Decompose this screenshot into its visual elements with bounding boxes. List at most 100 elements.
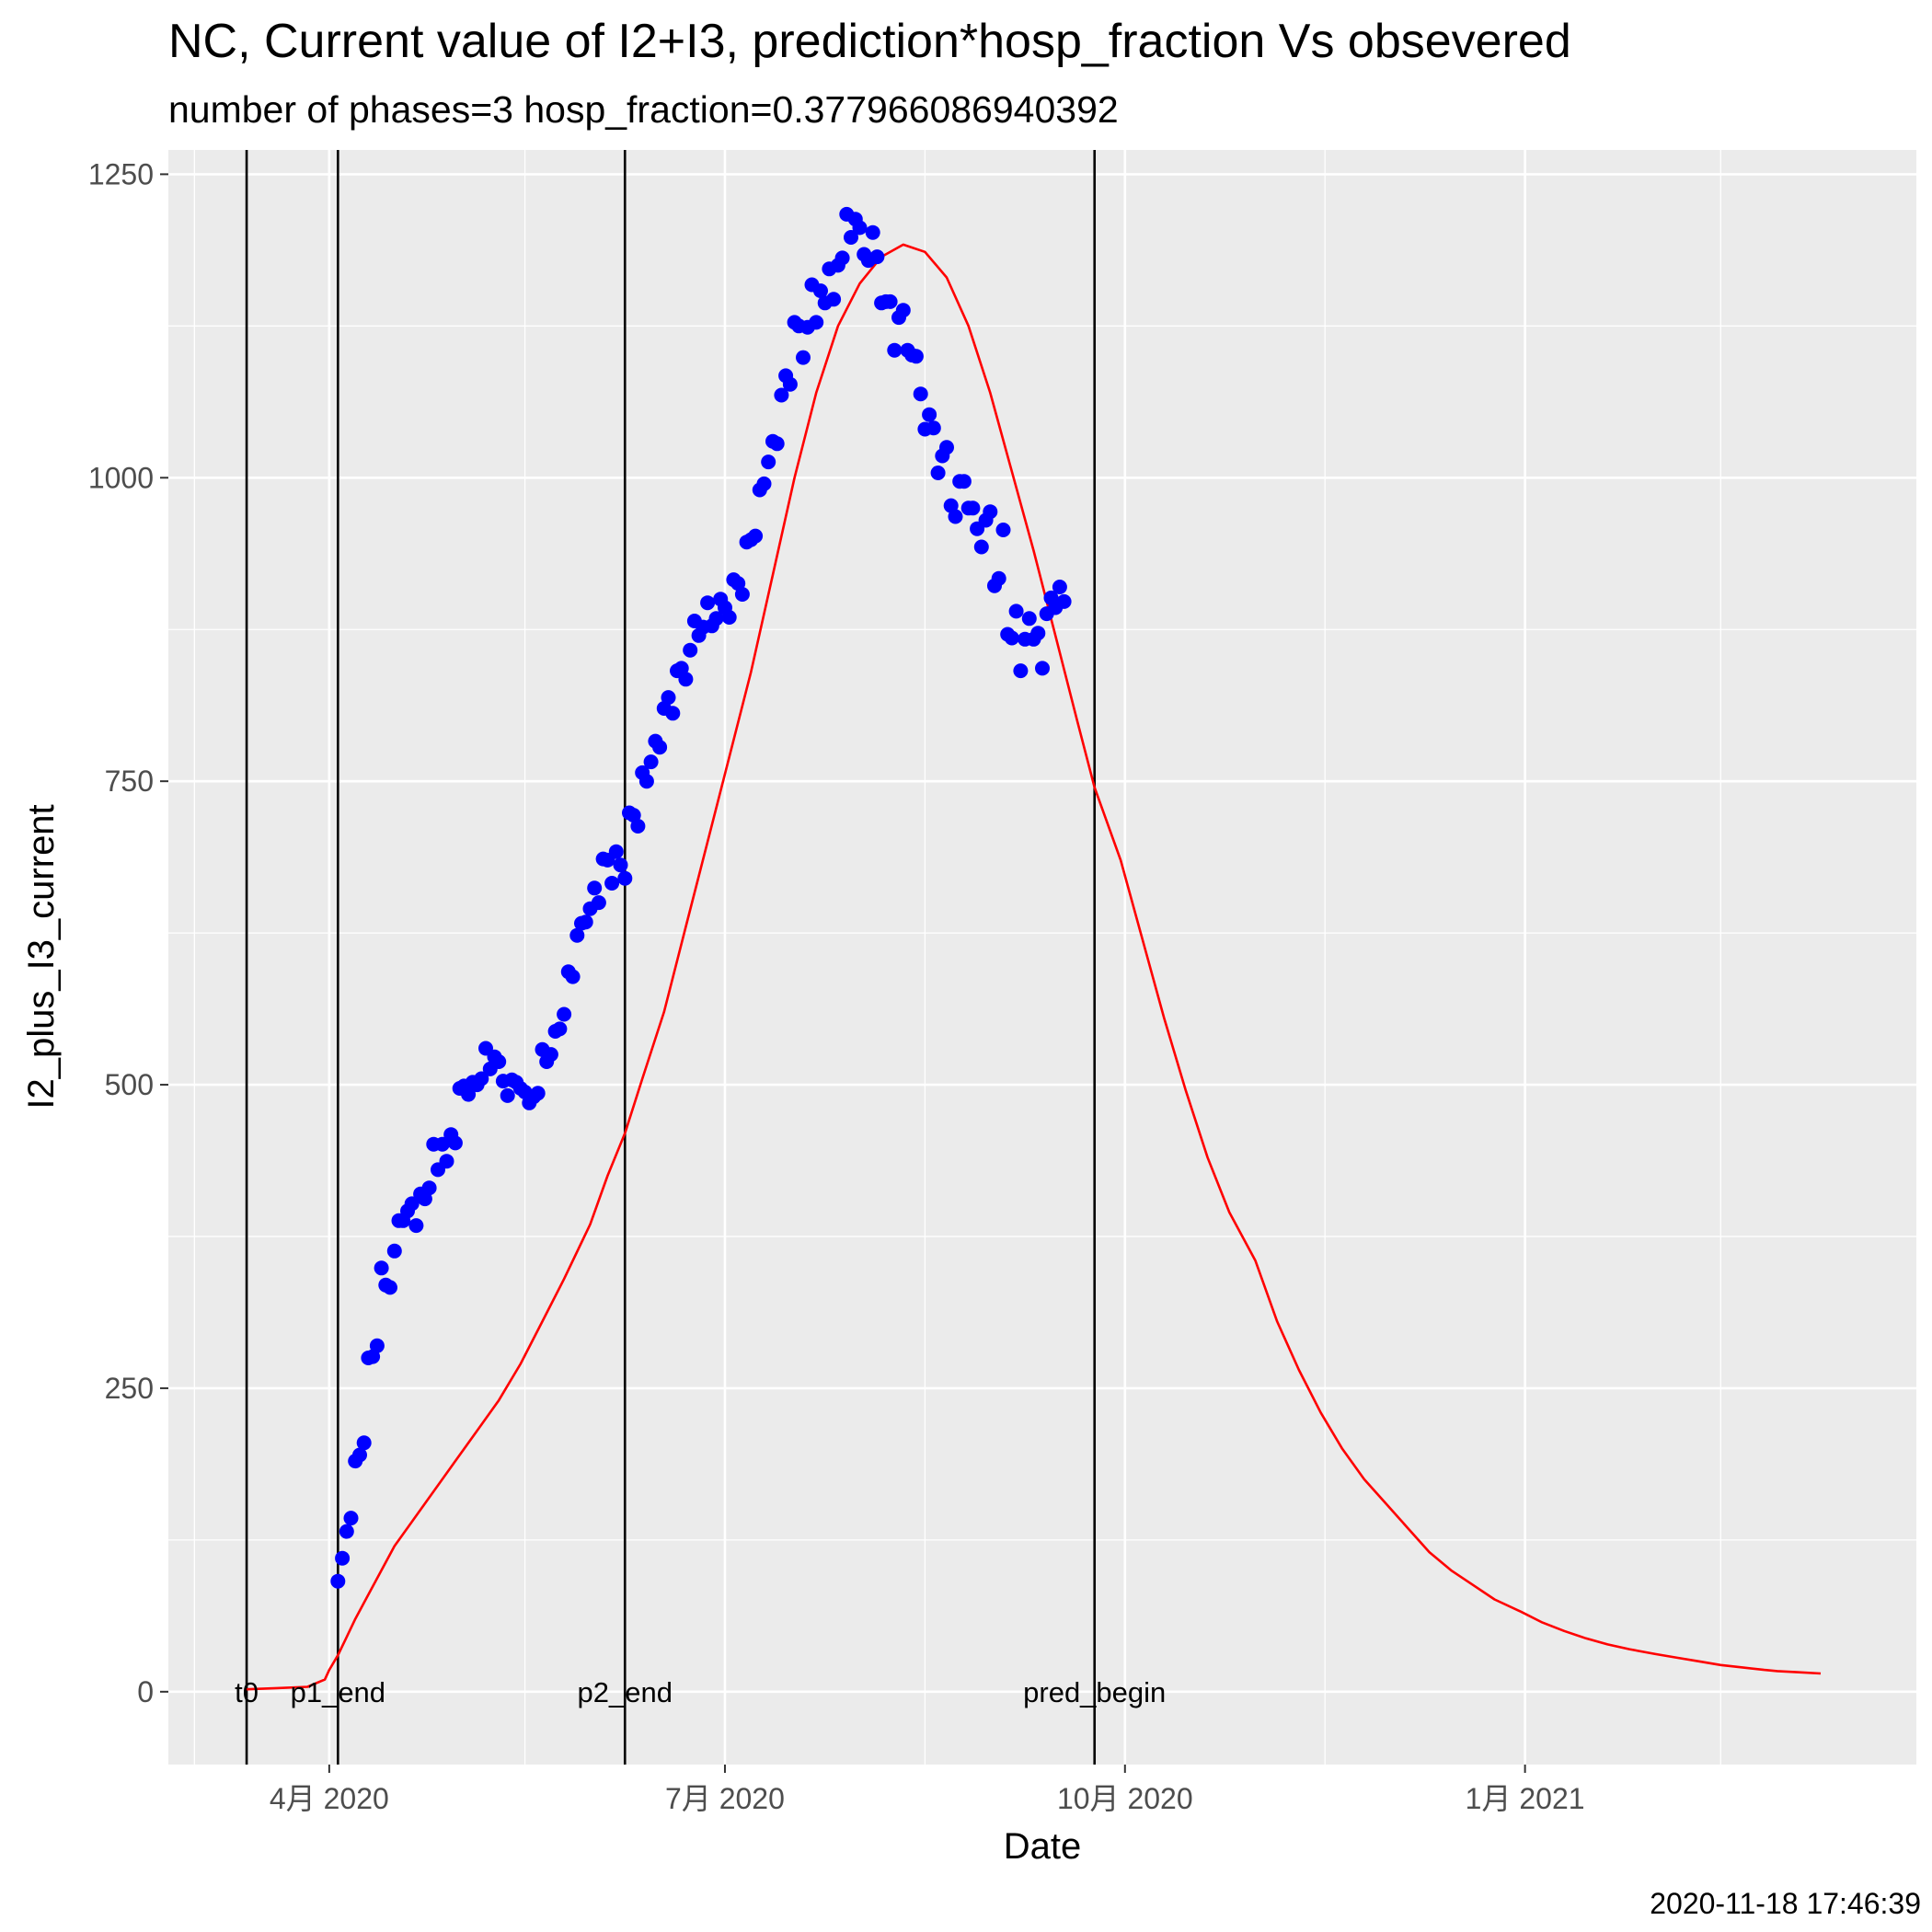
y-tick-label: 750: [105, 765, 154, 798]
observed-point: [491, 1054, 507, 1069]
observed-point: [408, 1218, 424, 1234]
observed-point: [386, 1243, 402, 1259]
prediction-series: [247, 243, 1822, 1691]
observed-point: [652, 740, 668, 755]
observed-point: [587, 880, 603, 896]
observed-point: [813, 283, 828, 299]
chart-title: NC, Current value of I2+I3, prediction*h…: [168, 15, 1571, 68]
vertical-markers: [245, 150, 1097, 1765]
observed-point: [421, 1180, 437, 1196]
observed-point: [869, 249, 885, 265]
x-tick-label: 10月 2020: [1057, 1782, 1193, 1815]
plot-panel: [168, 150, 1916, 1765]
y-tick-label: 0: [137, 1675, 154, 1708]
observed-point: [339, 1524, 354, 1539]
y-tick-label: 250: [105, 1372, 154, 1405]
observed-point: [700, 595, 716, 611]
observed-point: [913, 386, 928, 402]
observed-point: [782, 376, 798, 392]
y-tick-label: 1250: [88, 157, 154, 190]
observed-point: [1052, 580, 1067, 594]
observed-point: [882, 293, 898, 309]
observed-point: [965, 500, 981, 516]
vline-labels: t0 p1_end p2_end pred_begin: [235, 1676, 1166, 1708]
observed-point: [1013, 663, 1029, 679]
caption-timestamp: 2020-11-18 17:46:39: [1650, 1887, 1921, 1920]
observed-point: [404, 1196, 420, 1212]
observed-point: [638, 774, 654, 789]
observed-point: [369, 1338, 385, 1353]
chart-subtitle: number of phases=3 hosp_fraction=0.37796…: [168, 88, 1119, 131]
observed-point: [1004, 630, 1019, 646]
observed-point: [774, 387, 789, 403]
observed-point: [665, 706, 681, 721]
x-axis: 4月 2020 7月 2020 10月 2020 1月 2021: [270, 1765, 1585, 1815]
observed-point: [447, 1135, 463, 1151]
observed-point: [604, 876, 620, 891]
x-tick-label: 4月 2020: [270, 1782, 389, 1815]
y-tick-label: 500: [105, 1068, 154, 1101]
observed-point: [887, 342, 903, 358]
observed-point: [769, 436, 785, 452]
observed-point: [761, 454, 776, 470]
grid-lines: [168, 150, 1916, 1765]
x-axis-title: Date: [1004, 1826, 1082, 1867]
observed-point: [434, 1136, 450, 1152]
observed-point: [748, 528, 764, 544]
observed-point: [895, 303, 911, 318]
observed-point: [608, 844, 624, 859]
observed-point: [734, 587, 750, 602]
observed-point: [908, 349, 924, 364]
y-axis-title: I2_plus_I3_current: [21, 804, 62, 1109]
x-tick-label: 1月 2021: [1466, 1782, 1585, 1815]
observed-point: [948, 509, 963, 524]
observed-point: [983, 504, 998, 520]
observed-point: [973, 539, 989, 555]
observed-point: [708, 611, 724, 627]
observed-point: [461, 1087, 477, 1102]
x-tick-label: 7月 2020: [665, 1782, 785, 1815]
observed-point: [356, 1435, 372, 1451]
observed-point: [630, 819, 646, 834]
observed-point: [956, 474, 972, 489]
observed-point: [474, 1071, 489, 1087]
vline-label-t0: t0: [235, 1676, 259, 1708]
observed-point: [643, 754, 659, 770]
observed-point: [557, 1006, 572, 1022]
observed-point: [439, 1154, 454, 1169]
observed-point: [926, 420, 941, 436]
observed-point: [530, 1086, 546, 1101]
observed-point: [796, 350, 811, 365]
observed-point: [1021, 611, 1037, 627]
observed-point: [335, 1550, 351, 1566]
observed-series: [330, 206, 1072, 1589]
observed-point: [1035, 661, 1050, 676]
observed-point: [922, 407, 937, 422]
observed-point: [844, 230, 858, 245]
observed-point: [383, 1280, 397, 1295]
observed-point: [352, 1447, 367, 1463]
observed-point: [552, 1021, 568, 1037]
observed-point: [543, 1047, 558, 1063]
observed-point: [578, 914, 593, 930]
observed-point: [756, 476, 772, 491]
prediction-line: [247, 243, 1822, 1691]
observed-point: [834, 250, 850, 266]
vline-label-pred_begin: pred_begin: [1023, 1676, 1166, 1708]
vline-label-p1_end: p1_end: [291, 1676, 385, 1708]
observed-point: [1030, 626, 1046, 641]
y-tick-label: 1000: [88, 461, 154, 494]
observed-point: [617, 870, 633, 886]
observed-point: [939, 440, 954, 455]
observed-point: [826, 292, 842, 307]
observed-point: [809, 315, 824, 330]
observed-point: [1056, 593, 1072, 609]
observed-point: [565, 969, 581, 984]
observed-point: [591, 895, 606, 911]
observed-point: [613, 857, 628, 873]
observed-point: [852, 220, 868, 236]
observed-point: [1008, 604, 1024, 619]
observed-point: [374, 1260, 389, 1276]
observed-point: [661, 690, 676, 706]
